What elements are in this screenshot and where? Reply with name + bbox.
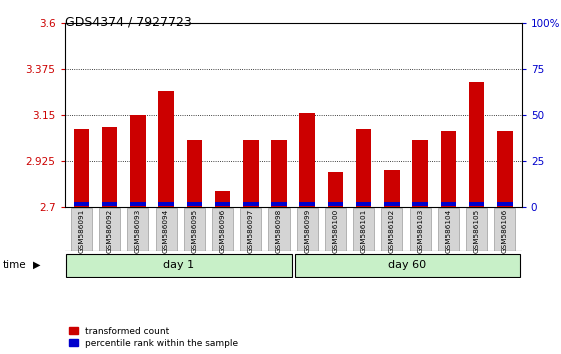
FancyBboxPatch shape bbox=[155, 207, 177, 251]
Bar bbox=[243, 202, 259, 206]
FancyBboxPatch shape bbox=[353, 207, 374, 251]
Text: ▶: ▶ bbox=[33, 260, 40, 270]
Text: GSM586092: GSM586092 bbox=[107, 209, 113, 253]
Bar bbox=[440, 131, 456, 207]
Bar bbox=[440, 202, 456, 206]
Text: GSM586100: GSM586100 bbox=[333, 209, 338, 253]
Text: GSM586098: GSM586098 bbox=[276, 209, 282, 253]
Bar bbox=[356, 129, 371, 207]
Bar bbox=[469, 82, 484, 207]
Bar bbox=[272, 139, 287, 207]
FancyBboxPatch shape bbox=[66, 254, 292, 276]
Bar bbox=[102, 202, 117, 206]
FancyBboxPatch shape bbox=[410, 207, 431, 251]
Text: GDS4374 / 7927723: GDS4374 / 7927723 bbox=[65, 16, 191, 29]
FancyBboxPatch shape bbox=[381, 207, 402, 251]
Bar bbox=[73, 202, 89, 206]
FancyBboxPatch shape bbox=[212, 207, 233, 251]
FancyBboxPatch shape bbox=[71, 207, 92, 251]
Text: GSM586103: GSM586103 bbox=[417, 209, 423, 253]
FancyBboxPatch shape bbox=[99, 207, 120, 251]
Bar bbox=[384, 170, 399, 207]
Bar bbox=[328, 202, 343, 206]
Legend: transformed count, percentile rank within the sample: transformed count, percentile rank withi… bbox=[69, 327, 238, 348]
Text: GSM586102: GSM586102 bbox=[389, 209, 395, 253]
Bar bbox=[102, 127, 117, 207]
FancyBboxPatch shape bbox=[184, 207, 205, 251]
Bar bbox=[300, 202, 315, 206]
Bar bbox=[130, 115, 146, 207]
Bar bbox=[187, 139, 202, 207]
Bar bbox=[356, 202, 371, 206]
Bar bbox=[215, 202, 231, 206]
Text: GSM586096: GSM586096 bbox=[219, 209, 226, 253]
Bar bbox=[73, 129, 89, 207]
FancyBboxPatch shape bbox=[494, 207, 516, 251]
Bar bbox=[412, 202, 428, 206]
Text: GSM586104: GSM586104 bbox=[445, 209, 452, 253]
Bar bbox=[412, 139, 428, 207]
Bar bbox=[384, 202, 399, 206]
FancyBboxPatch shape bbox=[438, 207, 459, 251]
FancyBboxPatch shape bbox=[325, 207, 346, 251]
Text: GSM586097: GSM586097 bbox=[248, 209, 254, 253]
Text: time: time bbox=[3, 260, 26, 270]
Text: GSM586105: GSM586105 bbox=[473, 209, 480, 253]
Bar bbox=[300, 113, 315, 207]
Text: GSM586101: GSM586101 bbox=[361, 209, 367, 253]
Text: day 60: day 60 bbox=[388, 260, 426, 270]
Text: GSM586106: GSM586106 bbox=[502, 209, 508, 253]
Text: day 1: day 1 bbox=[163, 260, 194, 270]
FancyBboxPatch shape bbox=[240, 207, 261, 251]
FancyBboxPatch shape bbox=[127, 207, 149, 251]
FancyBboxPatch shape bbox=[297, 207, 318, 251]
Bar bbox=[158, 91, 174, 207]
Text: GSM586099: GSM586099 bbox=[304, 209, 310, 253]
Bar bbox=[497, 202, 513, 206]
Bar bbox=[469, 202, 484, 206]
Text: GSM586095: GSM586095 bbox=[191, 209, 197, 253]
FancyBboxPatch shape bbox=[268, 207, 289, 251]
FancyBboxPatch shape bbox=[295, 254, 520, 276]
Text: GSM586094: GSM586094 bbox=[163, 209, 169, 253]
Bar bbox=[243, 139, 259, 207]
Bar bbox=[215, 191, 231, 207]
Bar bbox=[328, 172, 343, 207]
Text: GSM586091: GSM586091 bbox=[79, 209, 85, 253]
Text: GSM586093: GSM586093 bbox=[135, 209, 141, 253]
Bar bbox=[187, 202, 202, 206]
Bar bbox=[272, 202, 287, 206]
Bar bbox=[158, 202, 174, 206]
Bar bbox=[130, 202, 146, 206]
Bar bbox=[497, 131, 513, 207]
FancyBboxPatch shape bbox=[466, 207, 487, 251]
